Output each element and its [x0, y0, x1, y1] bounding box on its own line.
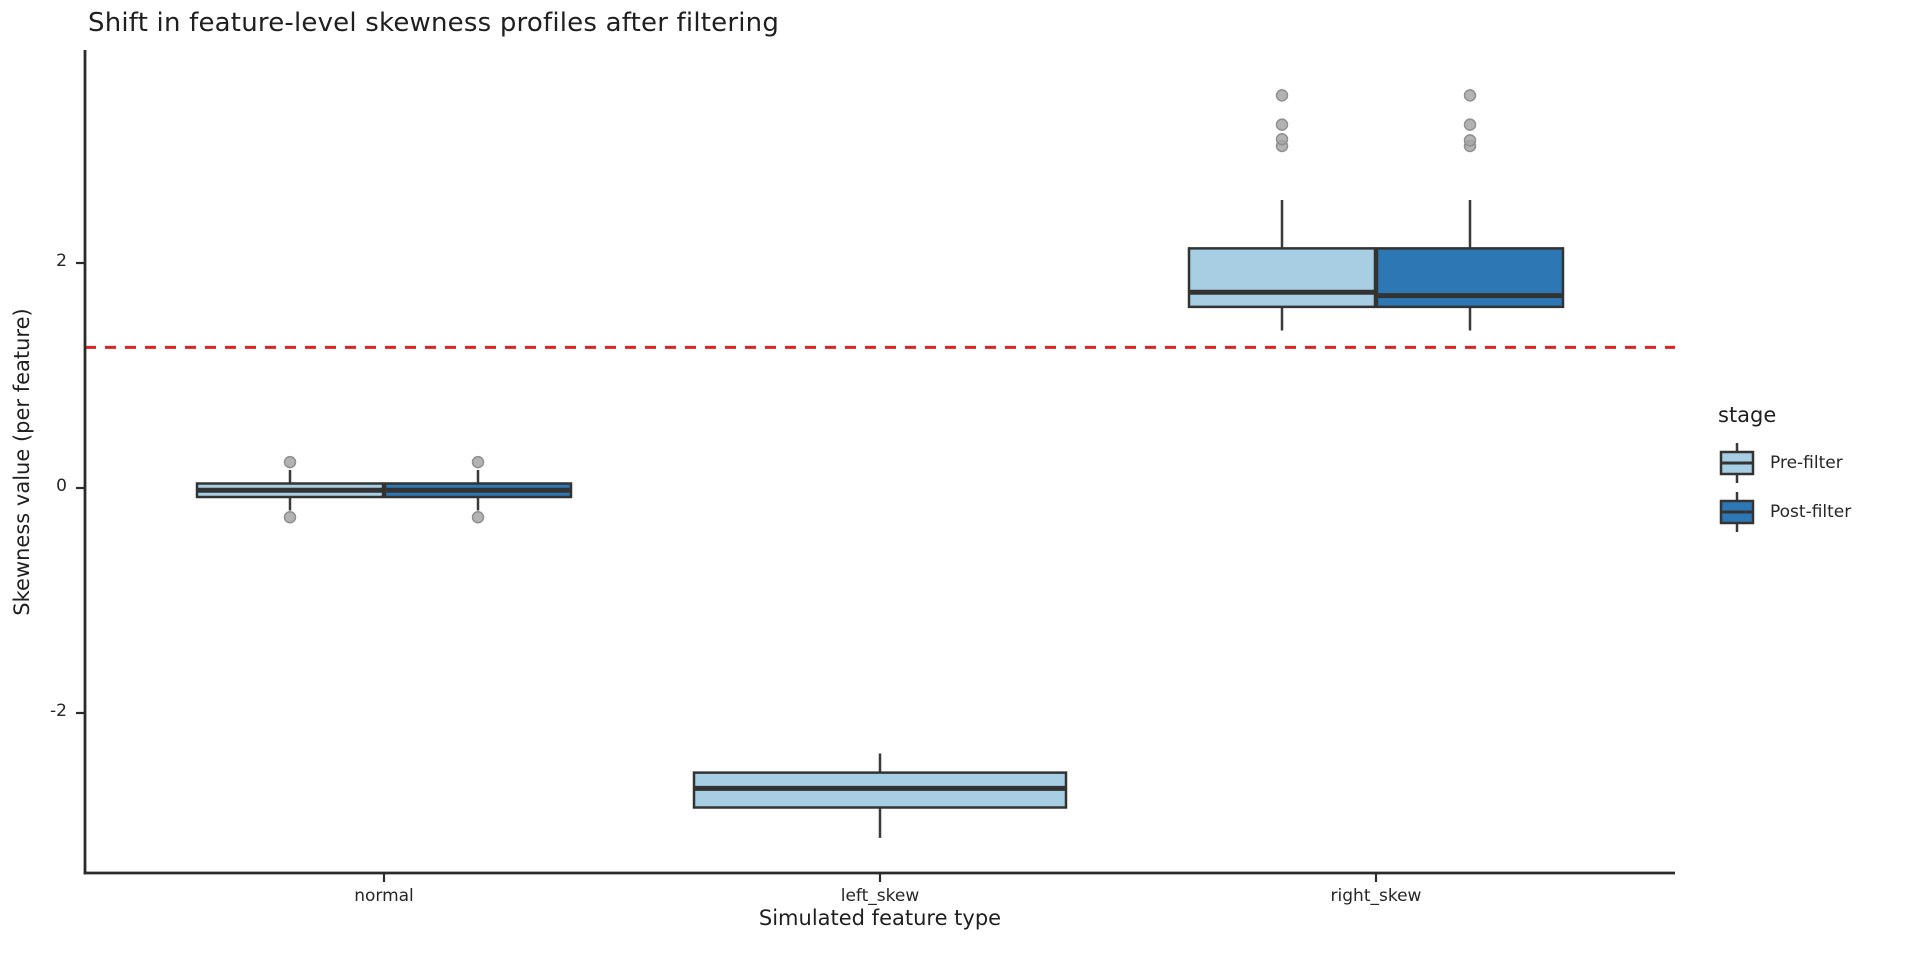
y-tick-label: 0 — [56, 476, 67, 496]
outlier-point-normal-Pre-filter — [283, 511, 297, 524]
legend-entry-label: Pre-filter — [1770, 453, 1843, 473]
outlier-point-right_skew-Pre-filter — [1275, 133, 1289, 146]
y-tick-label: -2 — [50, 701, 67, 721]
outlier-point-normal-Post-filter — [471, 511, 485, 524]
outlier-point-right_skew-Pre-filter — [1275, 89, 1289, 102]
legend-entry-label: Post-filter — [1770, 502, 1852, 522]
x-tick-label: normal — [354, 886, 414, 906]
legend-title: stage — [1718, 403, 1777, 427]
chart-title: Shift in feature-level skewness profiles… — [88, 8, 780, 38]
outlier-point-right_skew-Pre-filter — [1275, 118, 1289, 131]
legend-entries: Pre-filter Post-filter — [1718, 443, 1851, 532]
x-tick-label: left_skew — [840, 886, 920, 906]
outlier-point-right_skew-Post-filter — [1463, 89, 1477, 102]
boxplot-key-icon — [1719, 443, 1755, 483]
outlier-point-right_skew-Post-filter — [1463, 134, 1477, 147]
y-axis-label: Skewness value (per feature) — [10, 308, 34, 616]
x-tick-label: right_skew — [1330, 886, 1422, 906]
legend: stage Pre-filter Post-filter — [1718, 403, 1851, 532]
x-axis-label: Simulated feature type — [758, 906, 1002, 930]
legend-entry-pre-filter: Pre-filter — [1718, 443, 1851, 483]
boxplot-key-icon — [1719, 492, 1755, 532]
outlier-point-right_skew-Post-filter — [1463, 118, 1477, 131]
box-right_skew-Pre-filter — [1187, 247, 1377, 309]
outlier-point-normal-Pre-filter — [283, 455, 297, 469]
outlier-point-normal-Post-filter — [471, 455, 485, 469]
y-tick-label: 2 — [56, 251, 67, 271]
legend-entry-post-filter: Post-filter — [1718, 492, 1851, 532]
